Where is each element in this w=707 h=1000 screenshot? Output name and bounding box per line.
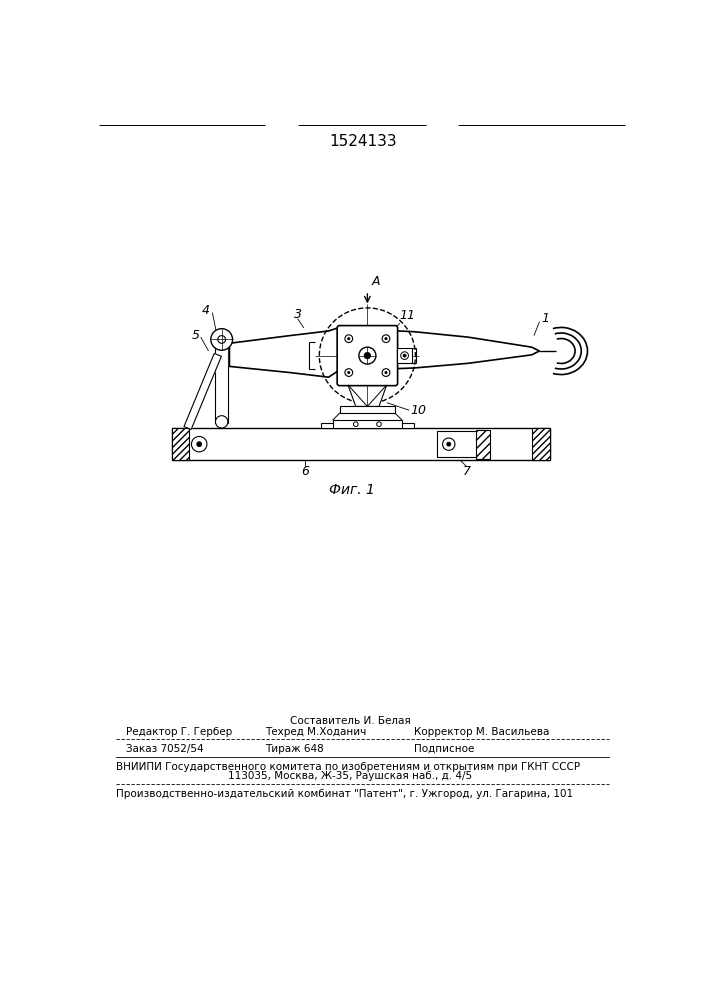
Circle shape — [192, 436, 207, 452]
Text: 5: 5 — [192, 329, 199, 342]
Text: 1: 1 — [542, 312, 549, 325]
Circle shape — [385, 371, 387, 374]
Text: 4: 4 — [202, 304, 210, 317]
Text: Составитель И. Белая: Составитель И. Белая — [290, 716, 411, 726]
Circle shape — [385, 338, 387, 340]
Circle shape — [403, 354, 406, 357]
Text: Подписное: Подписное — [414, 744, 474, 754]
Bar — [332, 420, 402, 428]
Circle shape — [364, 353, 370, 359]
Circle shape — [354, 422, 358, 426]
Bar — [172, 428, 189, 460]
Bar — [216, 347, 228, 423]
Polygon shape — [184, 353, 221, 429]
Circle shape — [211, 329, 233, 350]
Text: 11: 11 — [399, 309, 416, 322]
Circle shape — [348, 338, 350, 340]
Circle shape — [401, 352, 409, 359]
Text: Заказ 7052/54: Заказ 7052/54 — [126, 744, 203, 754]
Text: Тираж 648: Тираж 648 — [265, 744, 324, 754]
Bar — [340, 406, 395, 413]
Circle shape — [382, 335, 390, 343]
Circle shape — [216, 416, 228, 428]
Circle shape — [359, 347, 376, 364]
Text: 6: 6 — [301, 465, 310, 478]
Circle shape — [443, 438, 455, 450]
Text: Редактор Г. Гербер: Редактор Г. Гербер — [126, 727, 232, 737]
Text: Фиг. 1: Фиг. 1 — [329, 483, 375, 497]
Circle shape — [377, 422, 381, 426]
Text: Техред М.Ходанич: Техред М.Ходанич — [265, 727, 366, 737]
Text: 113035, Москва, Ж-35, Раушская наб., д. 4/5: 113035, Москва, Ж-35, Раушская наб., д. … — [228, 771, 472, 781]
Text: ВНИИПИ Государственного комитета по изобретениям и открытиям при ГКНТ СССР: ВНИИПИ Государственного комитета по изоб… — [115, 762, 580, 772]
Polygon shape — [230, 328, 539, 377]
Bar — [532, 428, 549, 460]
Circle shape — [345, 369, 353, 376]
Bar — [476, 430, 490, 459]
Bar — [397, 348, 412, 363]
Circle shape — [218, 336, 226, 343]
Text: Корректор М. Васильева: Корректор М. Васильева — [414, 727, 549, 737]
Circle shape — [345, 335, 353, 343]
FancyBboxPatch shape — [337, 326, 397, 386]
Circle shape — [382, 369, 390, 376]
Text: 7: 7 — [462, 465, 471, 478]
Text: 10: 10 — [410, 404, 426, 417]
Text: Производственно-издательский комбинат "Патент", г. Ужгород, ул. Гагарина, 101: Производственно-издательский комбинат "П… — [115, 789, 573, 799]
Polygon shape — [348, 385, 387, 406]
Bar — [437, 431, 480, 457]
Text: 1524133: 1524133 — [329, 134, 397, 149]
Bar — [172, 428, 549, 460]
Bar — [321, 423, 414, 428]
Circle shape — [197, 442, 201, 446]
Text: П: П — [301, 341, 310, 351]
Text: A: A — [371, 275, 380, 288]
Circle shape — [447, 442, 450, 446]
Circle shape — [348, 371, 350, 374]
Text: 3: 3 — [293, 308, 302, 321]
